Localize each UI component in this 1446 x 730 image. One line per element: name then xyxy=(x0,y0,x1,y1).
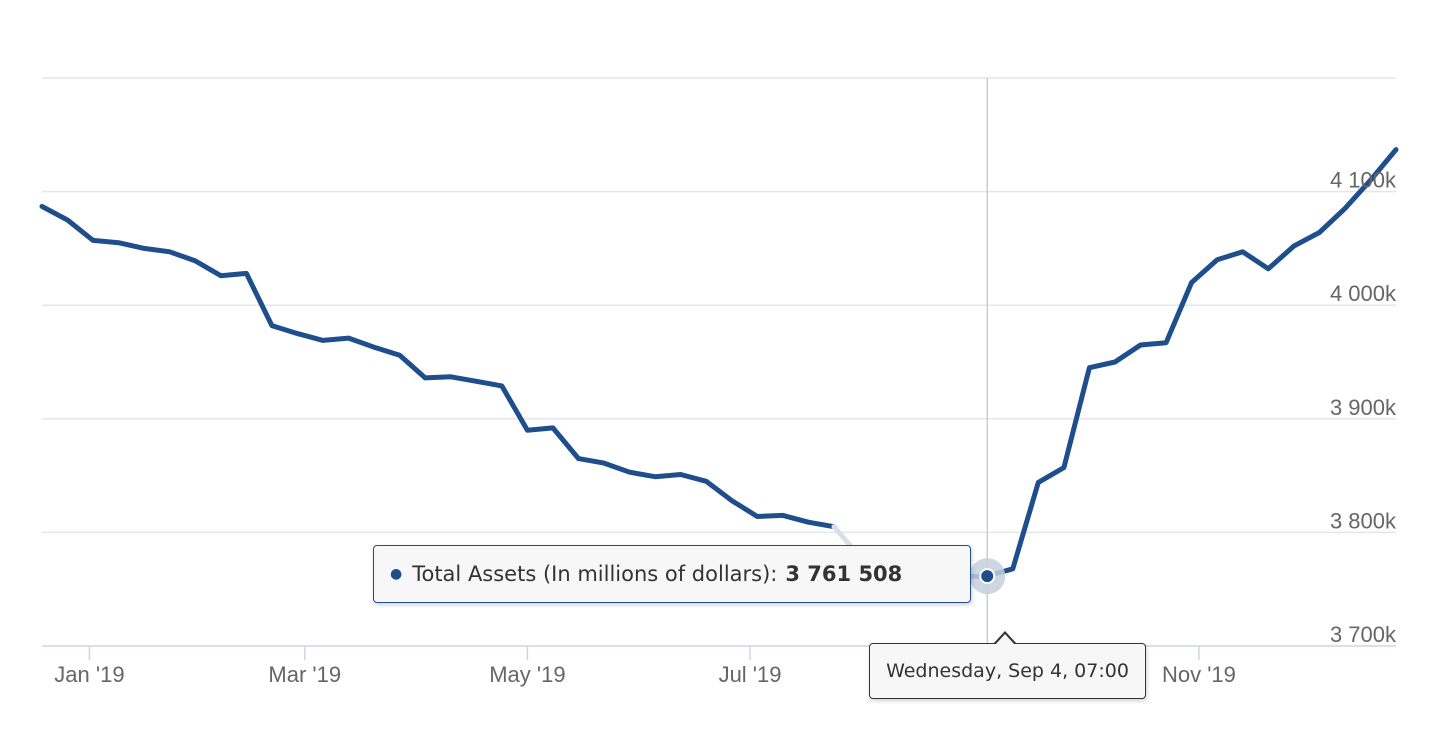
series-line-segment[interactable] xyxy=(959,147,1399,580)
x-tick-label: Mar '19 xyxy=(268,662,341,687)
x-tooltip-pointer-fill xyxy=(995,634,1015,645)
hover-point xyxy=(979,568,996,585)
y-tick-label: 3 700k xyxy=(1330,622,1397,647)
gridlines xyxy=(42,77,1396,534)
x-axis xyxy=(42,645,1396,660)
x-tick-label: Nov '19 xyxy=(1162,662,1236,687)
x-tick-label: Jan '19 xyxy=(54,662,124,687)
series-total-assets[interactable] xyxy=(39,147,1399,580)
hover-marker xyxy=(969,558,1006,595)
x-tick-label: May '19 xyxy=(489,662,565,687)
series-tooltip: ● Total Assets (In millions of dollars):… xyxy=(373,545,971,603)
y-tick-label: 3 800k xyxy=(1330,508,1397,533)
tooltip-series-label: Total Assets (In millions of dollars): xyxy=(412,562,778,586)
series-line-segment[interactable] xyxy=(39,203,837,530)
x-axis-tooltip: Wednesday, Sep 4, 07:00 xyxy=(869,643,1146,699)
x-tick-label: Jul '19 xyxy=(719,662,782,687)
tooltip-date: Wednesday, Sep 4, 07:00 xyxy=(886,660,1129,682)
y-tick-label: 4 100k xyxy=(1330,168,1397,193)
y-tick-label: 3 900k xyxy=(1330,395,1397,420)
y-tick-label: 4 000k xyxy=(1330,281,1397,306)
y-axis-labels: 3 700k 3 800k 3 900k 4 000k 4 100k xyxy=(1330,168,1397,647)
tooltip-value: 3 761 508 xyxy=(785,562,903,586)
series-bullet-icon: ● xyxy=(390,566,403,582)
